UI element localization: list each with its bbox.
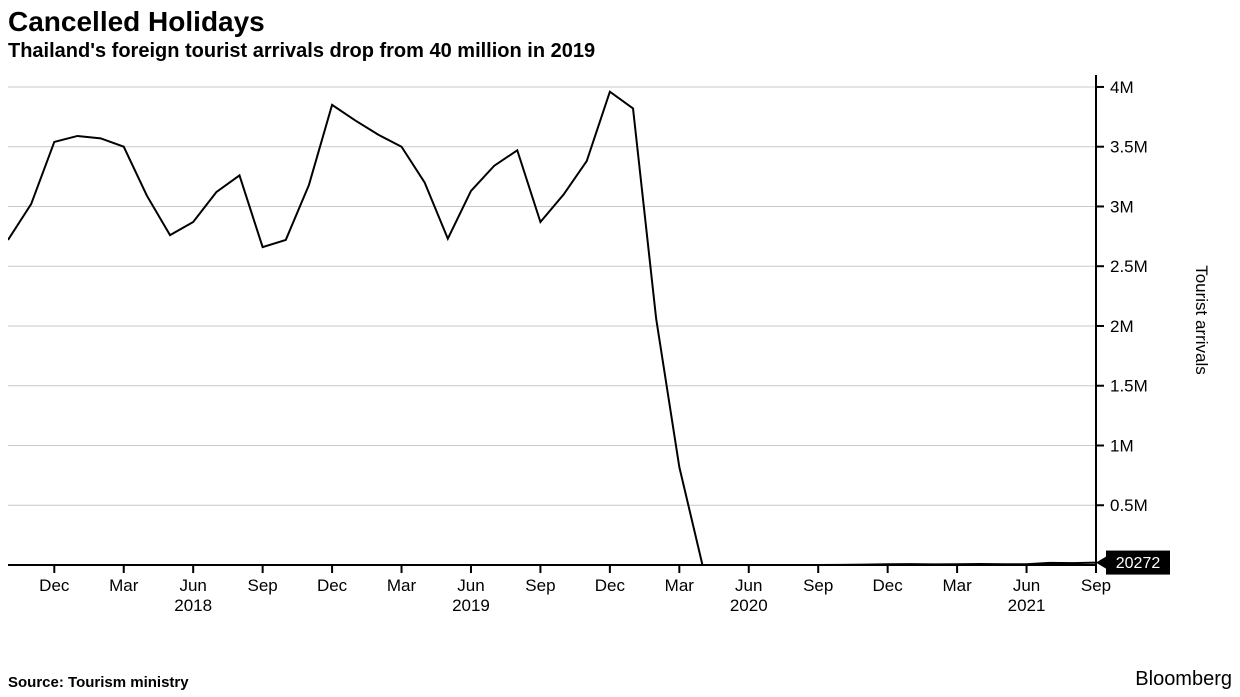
svg-text:Jun: Jun (179, 576, 206, 595)
svg-text:Mar: Mar (387, 576, 417, 595)
chart-plot-area: 0.5M 1M 1.5M 2M 2.5M 3M 3.5M 4M Tourist arrivals… (8, 75, 1232, 632)
chart-subtitle: Thailand's foreign tourist arrivals drop… (8, 40, 1232, 63)
svg-text:2021: 2021 (1008, 596, 1046, 615)
svg-text:Mar: Mar (942, 576, 972, 595)
svg-text:Sep: Sep (803, 576, 833, 595)
svg-text:4M: 4M (1110, 78, 1134, 97)
chart-footer: Source: Tourism ministry Bloomberg (8, 668, 1232, 691)
svg-text:1M: 1M (1110, 436, 1134, 455)
svg-text:Sep: Sep (248, 576, 278, 595)
svg-text:3M: 3M (1110, 197, 1134, 216)
svg-text:2.5M: 2.5M (1110, 257, 1148, 276)
chart-svg: 0.5M 1M 1.5M 2M 2.5M 3M 3.5M 4M Tourist arrivals… (8, 75, 1232, 632)
svg-text:0.5M: 0.5M (1110, 496, 1148, 515)
svg-text:2018: 2018 (174, 596, 212, 615)
svg-text:Jun: Jun (1013, 576, 1040, 595)
svg-text:Dec: Dec (317, 576, 348, 595)
svg-text:Mar: Mar (665, 576, 695, 595)
svg-text:2M: 2M (1110, 317, 1134, 336)
svg-text:Dec: Dec (873, 576, 904, 595)
svg-text:Jun: Jun (735, 576, 762, 595)
svg-text:2019: 2019 (452, 596, 490, 615)
svg-text:Sep: Sep (525, 576, 555, 595)
svg-text:Mar: Mar (109, 576, 139, 595)
brand-label: Bloomberg (1135, 668, 1232, 691)
svg-text:20272: 20272 (1116, 555, 1161, 572)
svg-text:1.5M: 1.5M (1110, 377, 1148, 396)
svg-text:Dec: Dec (595, 576, 626, 595)
svg-text:Jun: Jun (457, 576, 484, 595)
source-label: Source: Tourism ministry (8, 674, 189, 691)
svg-text:Dec: Dec (39, 576, 70, 595)
svg-text:Sep: Sep (1081, 576, 1111, 595)
chart-title: Cancelled Holidays (8, 6, 1232, 38)
svg-text:Tourist arrivals: Tourist arrivals (1192, 265, 1211, 375)
chart-header: Cancelled Holidays Thailand's foreign to… (0, 0, 1240, 63)
svg-text:2020: 2020 (730, 596, 768, 615)
svg-text:3.5M: 3.5M (1110, 138, 1148, 157)
